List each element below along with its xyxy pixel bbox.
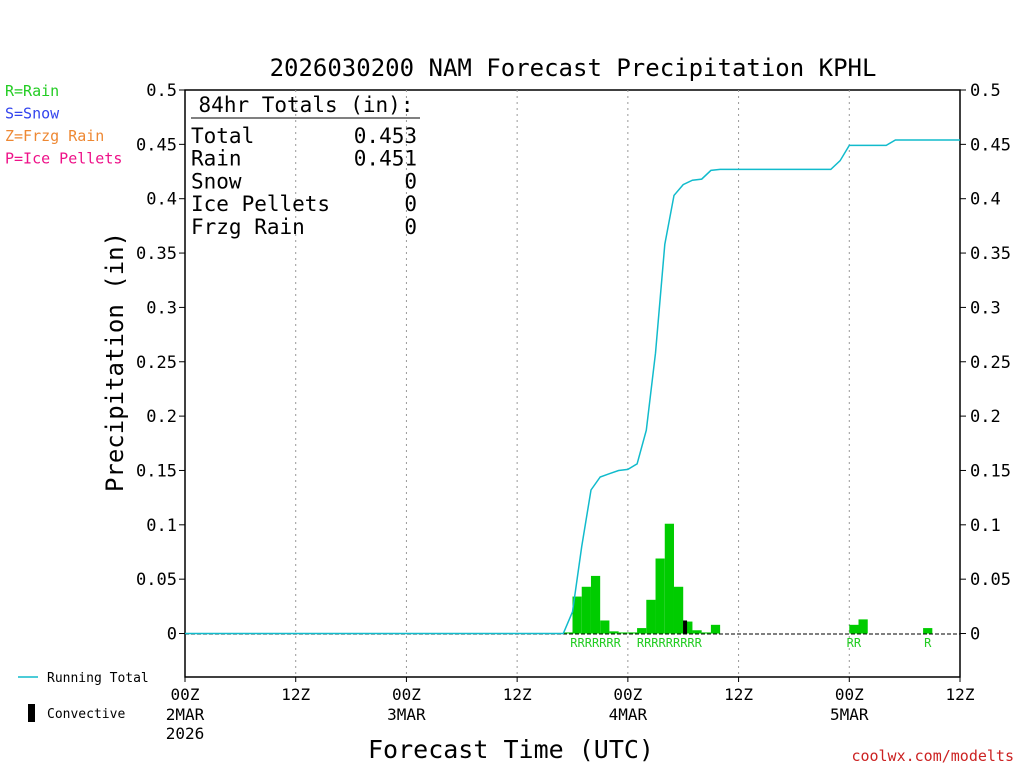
x-tick-label-4: 00Z — [613, 685, 642, 704]
precip-bar-1 — [572, 596, 582, 634]
series-legend: Running Total Convective — [18, 671, 149, 722]
y-axis-right: 0.5 0.45 0.4 0.35 0.3 0.25 0.2 0.15 0.1 0.05 0 — [960, 81, 1011, 645]
ptype-legend: R=Rain S=Snow Z=Frzg Rain P=Ice Pellets — [5, 82, 122, 168]
y-tick-label-right-4: 0.3 — [970, 298, 1001, 318]
y-tick-label-left-6: 0.2 — [146, 407, 177, 427]
totals-label-1: Rain — [191, 147, 242, 171]
totals-header: 84hr Totals (in): — [199, 93, 414, 117]
legend-label-0: Running Total — [47, 671, 149, 686]
y-tick-label-right-6: 0.2 — [970, 407, 1001, 427]
precip-bar-17 — [849, 624, 859, 634]
x-axis-title: Forecast Time (UTC) — [368, 735, 654, 764]
ptype-labels: RRRRRRR RRRRRRRRR RR R — [570, 636, 932, 650]
ptype-label-2: RR — [847, 636, 862, 650]
precip-bar-18 — [858, 619, 868, 634]
y-axis-left: 0.5 0.45 0.4 0.35 0.3 0.25 0.2 0.15 0.1 0.05 0 — [136, 81, 185, 645]
precip-bar-8 — [637, 628, 647, 634]
totals-label-4: Frzg Rain — [191, 215, 305, 239]
precip-bar-4 — [600, 620, 610, 634]
totals-box: 84hr Totals (in): Total 0.453 Rain 0.451 Sno… — [191, 93, 420, 239]
legend-item-0: R=Rain — [5, 82, 59, 100]
running-total-line — [185, 139, 960, 635]
x-tick-year-0: 2026 — [166, 724, 205, 743]
y-tick-label-right-2: 0.4 — [970, 190, 1001, 210]
y-tick-label-left-4: 0.3 — [146, 298, 177, 318]
legend-item-3: P=Ice Pellets — [5, 150, 122, 168]
y-tick-label-left-5: 0.25 — [136, 353, 177, 373]
precip-bar-16 — [710, 624, 721, 634]
precip-bar-7 — [627, 632, 638, 634]
ptype-label-3: R — [924, 636, 932, 650]
totals-value-4: 0 — [404, 215, 417, 239]
credit-text: coolwx.com/modelts — [851, 747, 1014, 765]
legend-item-2: Z=Frzg Rain — [5, 127, 104, 145]
precip-bar-11 — [664, 523, 674, 634]
precip-bar-6 — [618, 632, 628, 634]
y-tick-label-left-3: 0.35 — [136, 244, 177, 264]
precip-bar-9 — [646, 599, 656, 634]
convective-bars — [683, 620, 688, 634]
x-tick-label-5: 12Z — [724, 685, 753, 704]
x-tick-label-7: 12Z — [946, 685, 975, 704]
totals-value-2: 0 — [404, 169, 417, 193]
plot-frame — [184, 89, 961, 678]
totals-label-2: Snow — [191, 169, 242, 193]
totals-label-3: Ice Pellets — [191, 192, 330, 216]
x-tick-date-6: 5MAR — [830, 705, 869, 724]
y-tick-label-left-9: 0.05 — [136, 570, 177, 590]
ptype-label-0: RRRRRRR — [570, 636, 621, 650]
y-tick-label-right-9: 0.05 — [970, 570, 1011, 590]
precip-bar-13 — [683, 621, 693, 634]
x-tick-label-2: 00Z — [392, 685, 421, 704]
x-tick-label-3: 12Z — [503, 685, 532, 704]
precip-bar-0 — [563, 632, 573, 634]
totals-value-0: 0.453 — [354, 124, 417, 148]
x-tick-date-0: 2MAR — [166, 705, 205, 724]
y-tick-label-right-5: 0.25 — [970, 353, 1011, 373]
y-tick-label-left-7: 0.15 — [136, 461, 177, 481]
x-tick-date-4: 4MAR — [609, 705, 648, 724]
legend-item-1: S=Snow — [5, 105, 60, 123]
y-tick-label-right-7: 0.15 — [970, 461, 1011, 481]
legend-label-1: Convective — [47, 707, 125, 722]
y-tick-label-left-2: 0.4 — [146, 190, 177, 210]
ptype-label-1: RRRRRRRRR — [637, 636, 703, 650]
x-tick-date-2: 3MAR — [387, 705, 426, 724]
precip-bar-19 — [923, 628, 933, 634]
precip-bar-3 — [590, 575, 601, 634]
precip-bar-10 — [655, 558, 665, 634]
precip-bars — [563, 523, 933, 634]
y-tick-label-right-3: 0.35 — [970, 244, 1011, 264]
precip-bar-15 — [701, 632, 711, 634]
convective-bar-0 — [683, 620, 688, 634]
precip-bar-12 — [673, 586, 684, 634]
y-tick-label-left-0: 0.5 — [146, 81, 177, 101]
y-tick-label-right-10: 0 — [970, 625, 980, 645]
y-tick-label-left-8: 0.1 — [146, 516, 177, 536]
y-axis-title: Precipitation (in) — [101, 232, 129, 492]
totals-value-3: 0 — [404, 192, 417, 216]
totals-value-1: 0.451 — [354, 147, 417, 171]
x-tick-label-1: 12Z — [281, 685, 310, 704]
y-tick-label-right-8: 0.1 — [970, 516, 1001, 536]
x-tick-label-0: 00Z — [171, 685, 200, 704]
y-tick-label-left-1: 0.45 — [136, 135, 177, 155]
y-tick-label-left-10: 0 — [167, 625, 177, 645]
precip-bar-14 — [692, 630, 702, 634]
precip-bar-5 — [609, 631, 619, 634]
chart-title: 2026030200 NAM Forecast Precipitation KP… — [270, 54, 877, 82]
y-tick-label-right-1: 0.45 — [970, 135, 1011, 155]
y-tick-label-right-0: 0.5 — [970, 81, 1001, 101]
totals-label-0: Total — [191, 124, 254, 148]
x-tick-label-6: 00Z — [835, 685, 864, 704]
legend-swatch-convective — [28, 704, 35, 722]
precip-bar-2 — [581, 586, 591, 634]
gridlines — [295, 90, 850, 677]
